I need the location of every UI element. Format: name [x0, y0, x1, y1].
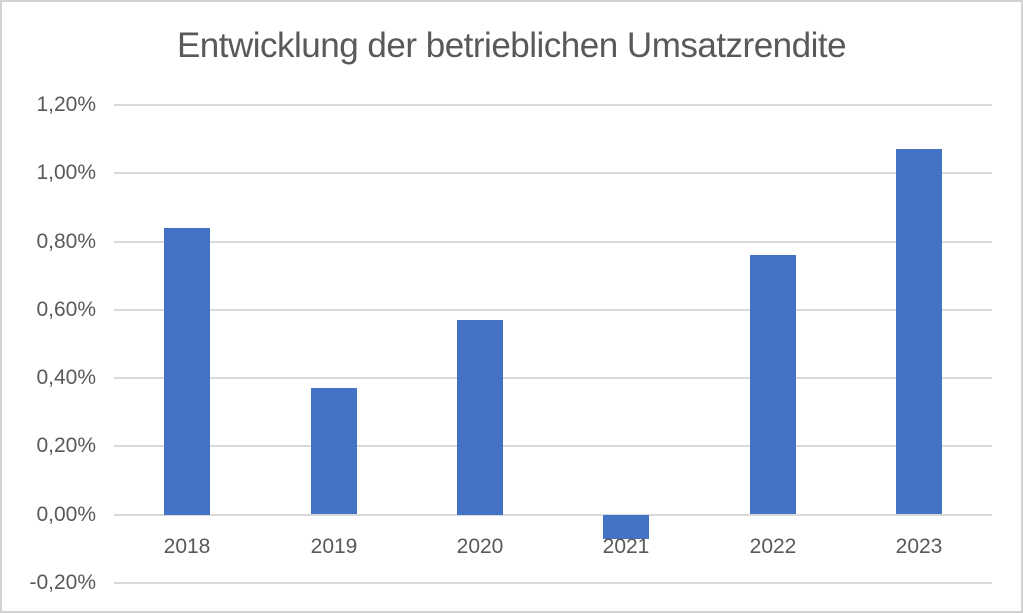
gridline — [114, 377, 992, 380]
gridline — [114, 240, 992, 243]
gridline — [114, 308, 992, 311]
chart-title: Entwicklung der betrieblichen Umsatzrend… — [176, 26, 847, 65]
y-tick-label: 0,60% — [36, 297, 96, 321]
gridline — [114, 582, 992, 584]
x-tick-label: 2019 — [310, 535, 358, 558]
gridline — [114, 513, 992, 516]
y-tick-label: 0,00% — [36, 502, 96, 526]
bar-2021 — [603, 515, 649, 539]
x-tick-label: 2021 — [602, 535, 650, 558]
x-tick-label: 2018 — [163, 535, 211, 558]
y-tick-label: 0,40% — [36, 366, 96, 390]
gridline — [114, 445, 992, 448]
y-tick-label: 1,00% — [36, 161, 96, 185]
y-tick-label: -0,20% — [29, 571, 96, 594]
bar-2019 — [311, 388, 357, 514]
bar-2022 — [750, 255, 796, 514]
x-tick-label: 2022 — [749, 535, 797, 558]
bar-2020 — [457, 320, 503, 515]
x-tick-label: 2023 — [895, 535, 943, 558]
y-tick-label: 1,20% — [36, 93, 96, 116]
y-tick-label: 0,20% — [36, 434, 96, 458]
bar-2023 — [896, 149, 942, 514]
x-tick-label: 2020 — [456, 535, 504, 558]
y-tick-label: 0,80% — [36, 229, 96, 253]
gridline — [114, 104, 992, 106]
bar-2018 — [164, 228, 210, 515]
gridline — [114, 172, 992, 175]
